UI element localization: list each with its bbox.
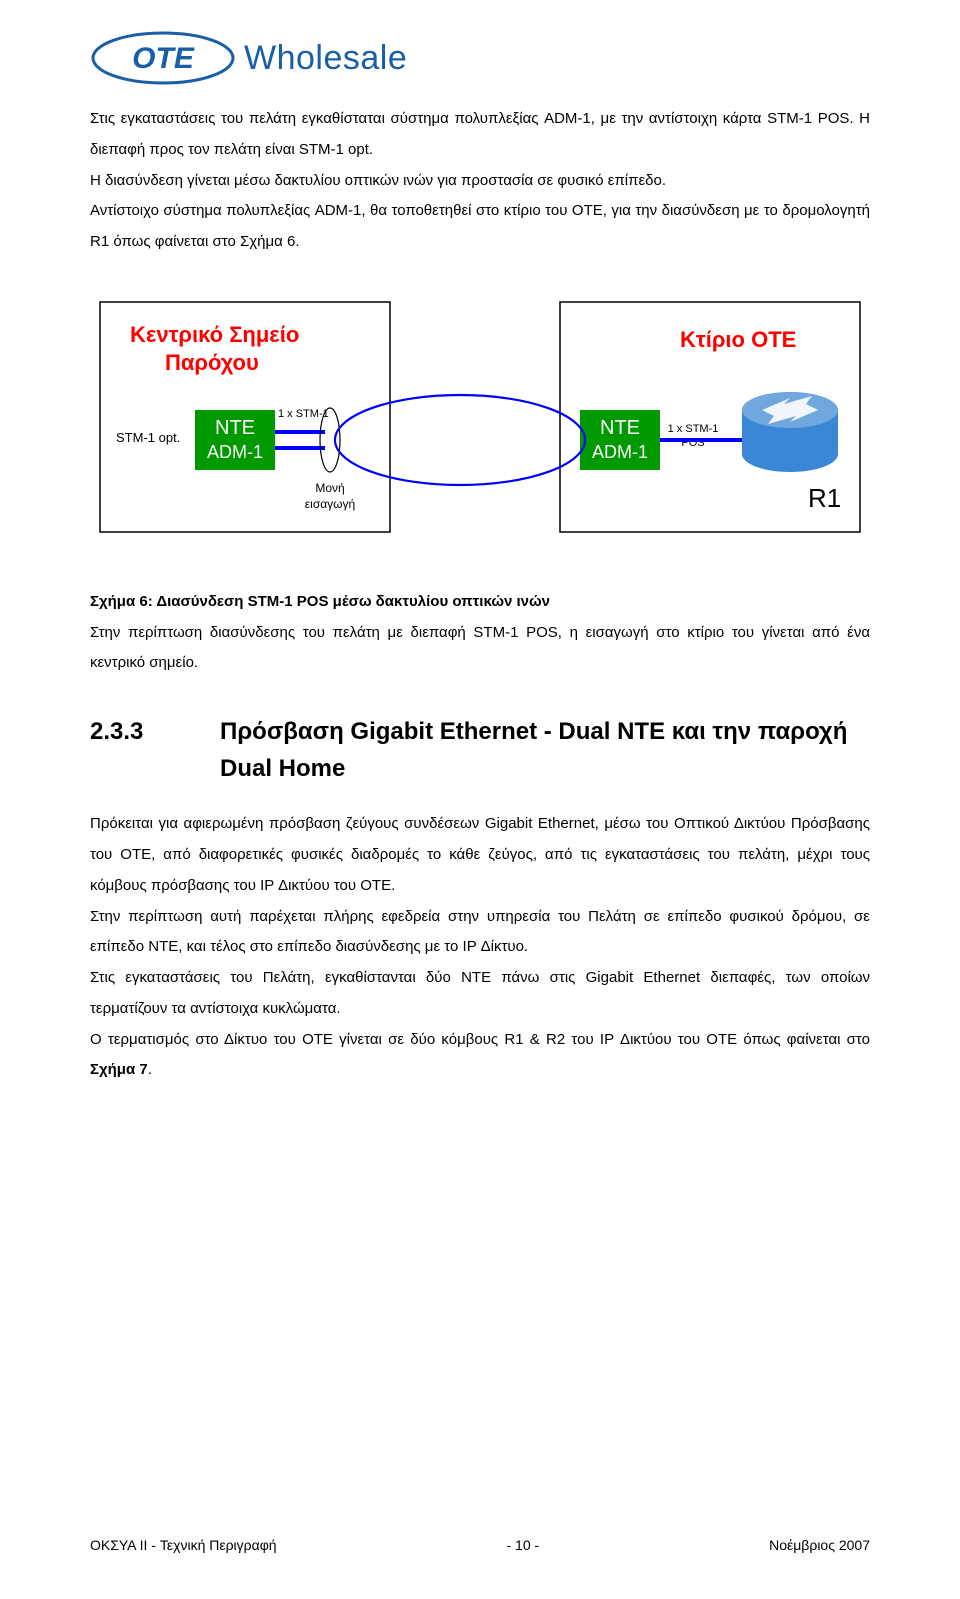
- footer-right: Νοέμβριος 2007: [769, 1537, 870, 1553]
- figure-6-diagram: Κεντρικό Σημείο Παρόχου Κτίριο ΟΤΕ STM-1 op…: [90, 292, 870, 557]
- heading-number: 2.3.3: [90, 713, 220, 787]
- ote-logo-mark: OTE: [90, 30, 236, 86]
- svg-text:ADM-1: ADM-1: [207, 442, 263, 462]
- caption-rest: Στην περίπτωση διασύνδεσης του πελάτη με…: [90, 624, 870, 672]
- paragraph-7: Ο τερματισμός στο Δίκτυο του ΟΤΕ γίνεται…: [90, 1025, 870, 1087]
- paragraph-4: Πρόκειται για αφιερωμένη πρόσβαση ζεύγου…: [90, 809, 870, 901]
- svg-text:1 x STM-1: 1 x STM-1: [278, 408, 329, 420]
- p7-b: Σχήμα 7: [90, 1061, 148, 1078]
- figure-6-caption: Σχήμα 6: Διασύνδεση STM-1 POS μέσω δακτυ…: [90, 587, 870, 679]
- svg-text:ADM-1: ADM-1: [592, 442, 648, 462]
- svg-text:εισαγωγή: εισαγωγή: [305, 497, 355, 511]
- paragraph-1: Στις εγκαταστάσεις του πελάτη εγκαθίστατ…: [90, 104, 870, 166]
- paragraph-3: Αντίστοιχο σύστημα πολυπλεξίας ADM-1, θα…: [90, 196, 870, 258]
- logo-brand-text: Wholesale: [244, 39, 407, 78]
- paragraph-2: Η διασύνδεση γίνεται μέσω δακτυλίου οπτι…: [90, 166, 870, 197]
- page-footer: ΟΚΣΥΑ II - Τεχνική Περιγραφή - 10 - Νοέμ…: [90, 1537, 870, 1553]
- svg-text:R1: R1: [808, 483, 841, 513]
- section-heading: 2.3.3 Πρόσβαση Gigabit Ethernet - Dual N…: [90, 713, 870, 787]
- logo-oval-text: OTE: [132, 42, 195, 75]
- paragraph-5: Στην περίπτωση αυτή παρέχεται πλήρης εφε…: [90, 902, 870, 964]
- p7-c: .: [148, 1061, 152, 1078]
- svg-text:STM-1 opt.: STM-1 opt.: [116, 430, 180, 445]
- svg-text:Κεντρικό Σημείο: Κεντρικό Σημείο: [130, 322, 299, 347]
- svg-text:Μονή: Μονή: [315, 481, 344, 495]
- svg-text:Παρόχου: Παρόχου: [165, 350, 259, 375]
- caption-bold: Σχήμα 6: Διασύνδεση STM-1 POS μέσω δακτυ…: [90, 593, 550, 610]
- heading-text: Πρόσβαση Gigabit Ethernet - Dual NTE και…: [220, 713, 870, 787]
- footer-left: ΟΚΣΥΑ II - Τεχνική Περιγραφή: [90, 1537, 277, 1553]
- svg-text:NTE: NTE: [215, 417, 255, 439]
- svg-text:Κτίριο ΟΤΕ: Κτίριο ΟΤΕ: [680, 327, 796, 352]
- logo: OTE Wholesale: [90, 30, 870, 86]
- network-diagram-svg: Κεντρικό Σημείο Παρόχου Κτίριο ΟΤΕ STM-1 op…: [90, 292, 870, 552]
- footer-center: - 10 -: [507, 1537, 540, 1553]
- page: OTE Wholesale Στις εγκαταστάσεις του πελ…: [0, 0, 960, 1599]
- svg-text:NTE: NTE: [600, 417, 640, 439]
- p7-a: Ο τερματισμός στο Δίκτυο του ΟΤΕ γίνεται…: [90, 1031, 870, 1048]
- paragraph-6: Στις εγκαταστάσεις του Πελάτη, εγκαθίστα…: [90, 963, 870, 1025]
- svg-text:1 x STM-1: 1 x STM-1: [668, 423, 719, 435]
